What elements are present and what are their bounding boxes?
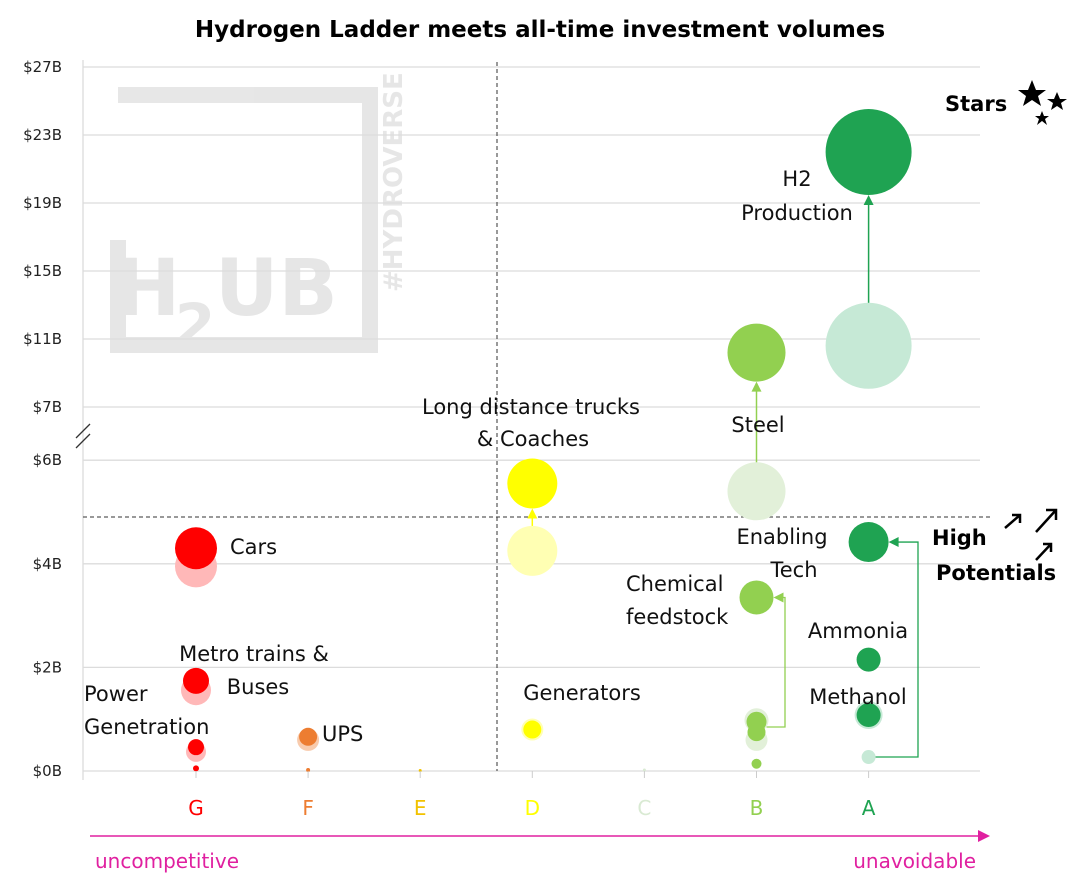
bubble-label: Ammonia bbox=[808, 619, 908, 643]
bubble-label: Cars bbox=[230, 535, 277, 559]
bubble-label: Genetration bbox=[84, 715, 209, 739]
bubble-after bbox=[727, 323, 786, 382]
bubble-after bbox=[642, 768, 646, 772]
bubble-label: & Coaches bbox=[477, 427, 589, 451]
x-tick-label-F: F bbox=[302, 796, 314, 820]
svg-text:H: H bbox=[115, 244, 180, 334]
bubble-label: Methanol bbox=[809, 685, 906, 709]
bubble-label: H2 bbox=[782, 167, 811, 191]
x-tick-label-A: A bbox=[862, 796, 876, 820]
competitiveness-axis-arrow bbox=[90, 830, 990, 842]
growth-arrow bbox=[868, 541, 919, 758]
y-tick-label: $23B bbox=[23, 126, 62, 144]
bubble-after bbox=[507, 458, 558, 509]
growth-arrowhead bbox=[527, 508, 538, 519]
h2ub-watermark-logo: H 2 UB #HYDROVERSE bbox=[110, 72, 409, 359]
y-tick-label: $6B bbox=[33, 451, 62, 469]
bubble-after bbox=[523, 720, 542, 739]
bubble-label: Long distance trucks bbox=[422, 395, 640, 419]
bubble-after bbox=[175, 527, 217, 570]
bubble-after bbox=[856, 703, 881, 728]
svg-text:2: 2 bbox=[175, 291, 215, 359]
stars-icon bbox=[1018, 80, 1067, 125]
growth-arrow bbox=[766, 596, 786, 728]
svg-text:Potentials: Potentials bbox=[936, 561, 1056, 585]
bubble-after bbox=[739, 580, 774, 615]
y-tick-label: $4B bbox=[33, 555, 62, 573]
growth-arrowhead bbox=[888, 537, 899, 548]
y-tick-label: $27B bbox=[23, 58, 62, 76]
stars-label: Stars bbox=[945, 92, 1007, 116]
bubble-after bbox=[183, 667, 209, 694]
bubble-label: Tech bbox=[769, 558, 817, 582]
bubble-label: Power bbox=[84, 682, 148, 706]
bubble-after bbox=[825, 109, 912, 195]
growth-arrowhead bbox=[773, 592, 784, 603]
svg-text:#HYDROVERSE: #HYDROVERSE bbox=[379, 72, 409, 292]
x-tick-label-C: C bbox=[637, 796, 651, 820]
y-tick-label: $15B bbox=[23, 262, 62, 280]
y-tick-label: $7B bbox=[33, 398, 62, 416]
bubble-after bbox=[747, 723, 766, 742]
bubble-before bbox=[727, 462, 786, 521]
bubble-after bbox=[299, 727, 318, 746]
bubble-after bbox=[418, 768, 422, 772]
x-tick-label-G: G bbox=[188, 796, 204, 820]
bubble-label: UPS bbox=[322, 722, 363, 746]
y-tick-label: $11B bbox=[23, 330, 62, 348]
bubble-label: Generators bbox=[523, 681, 641, 705]
high-potentials-label: High Potentials bbox=[932, 526, 1056, 585]
x-tick-label-E: E bbox=[414, 796, 427, 820]
axis-break-mark bbox=[75, 423, 91, 449]
uncompetitive-label: uncompetitive bbox=[95, 849, 239, 873]
bubble-after bbox=[856, 647, 881, 672]
bubble-label: Metro trains & bbox=[179, 642, 329, 666]
bubble-before bbox=[825, 302, 912, 389]
bubble-label: feedstock bbox=[626, 605, 729, 629]
svg-text:High: High bbox=[932, 526, 987, 550]
bubble-label: Steel bbox=[731, 413, 784, 437]
y-tick-label: $19B bbox=[23, 194, 62, 212]
growth-arrowhead bbox=[863, 195, 874, 205]
bubble-after bbox=[306, 767, 311, 772]
bubble-label: Buses bbox=[227, 675, 290, 699]
unavoidable-label: unavoidable bbox=[853, 849, 976, 873]
x-tick-label-D: D bbox=[525, 796, 540, 820]
bubble-after bbox=[188, 739, 204, 756]
y-tick-label: $2B bbox=[33, 658, 62, 676]
bubble-label: Production bbox=[741, 201, 853, 225]
bubble-before bbox=[507, 525, 558, 576]
bubble-after bbox=[751, 758, 762, 769]
bubble-after bbox=[848, 522, 889, 563]
growth-arrowhead bbox=[751, 381, 762, 392]
bubble-after bbox=[193, 765, 199, 772]
y-tick-label: $0B bbox=[33, 762, 62, 780]
bubble-label: Chemical bbox=[626, 572, 723, 596]
chart-title: Hydrogen Ladder meets all-time investmen… bbox=[195, 17, 885, 43]
bubble-before bbox=[861, 750, 876, 765]
x-tick-label-B: B bbox=[750, 796, 764, 820]
svg-text:UB: UB bbox=[215, 244, 338, 334]
trend-arrows-icon bbox=[1004, 508, 1058, 561]
bubble-label: Enabling bbox=[736, 525, 827, 549]
